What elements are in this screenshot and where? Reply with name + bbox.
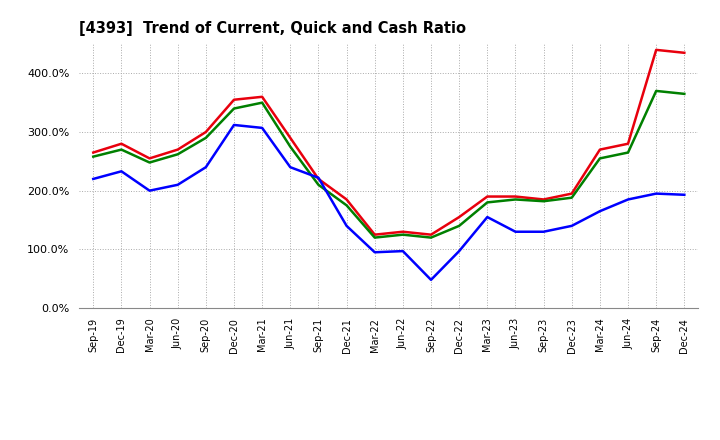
Quick Ratio xyxy=(342,203,351,208)
Quick Ratio xyxy=(202,135,210,140)
Quick Ratio xyxy=(230,106,238,111)
Current Ratio xyxy=(202,129,210,135)
Quick Ratio xyxy=(539,198,548,204)
Current Ratio xyxy=(595,147,604,152)
Current Ratio xyxy=(145,156,154,161)
Cash Ratio xyxy=(370,249,379,255)
Quick Ratio xyxy=(595,156,604,161)
Cash Ratio xyxy=(427,277,436,282)
Cash Ratio xyxy=(230,122,238,128)
Current Ratio xyxy=(680,50,688,55)
Cash Ratio xyxy=(483,214,492,220)
Quick Ratio xyxy=(455,223,464,228)
Text: [4393]  Trend of Current, Quick and Cash Ratio: [4393] Trend of Current, Quick and Cash … xyxy=(79,21,467,36)
Cash Ratio xyxy=(399,249,408,254)
Current Ratio xyxy=(624,141,632,147)
Cash Ratio xyxy=(145,188,154,193)
Cash Ratio xyxy=(89,176,98,182)
Quick Ratio xyxy=(624,150,632,155)
Cash Ratio xyxy=(567,223,576,228)
Cash Ratio xyxy=(680,192,688,198)
Quick Ratio xyxy=(370,235,379,240)
Cash Ratio xyxy=(652,191,660,196)
Cash Ratio xyxy=(624,197,632,202)
Quick Ratio xyxy=(117,147,126,152)
Quick Ratio xyxy=(567,195,576,200)
Current Ratio xyxy=(370,232,379,237)
Quick Ratio xyxy=(286,144,294,149)
Quick Ratio xyxy=(89,154,98,159)
Current Ratio xyxy=(117,141,126,147)
Current Ratio xyxy=(455,214,464,220)
Quick Ratio xyxy=(258,100,266,105)
Quick Ratio xyxy=(511,197,520,202)
Cash Ratio xyxy=(202,165,210,170)
Quick Ratio xyxy=(427,235,436,240)
Quick Ratio xyxy=(399,232,408,237)
Current Ratio xyxy=(652,47,660,52)
Current Ratio xyxy=(399,229,408,235)
Line: Current Ratio: Current Ratio xyxy=(94,50,684,235)
Cash Ratio xyxy=(539,229,548,235)
Cash Ratio xyxy=(314,175,323,180)
Cash Ratio xyxy=(455,249,464,254)
Cash Ratio xyxy=(342,223,351,228)
Cash Ratio xyxy=(511,229,520,235)
Cash Ratio xyxy=(174,182,182,187)
Quick Ratio xyxy=(174,152,182,157)
Quick Ratio xyxy=(145,160,154,165)
Cash Ratio xyxy=(258,125,266,131)
Current Ratio xyxy=(511,194,520,199)
Quick Ratio xyxy=(680,91,688,96)
Current Ratio xyxy=(286,135,294,140)
Current Ratio xyxy=(539,197,548,202)
Quick Ratio xyxy=(314,182,323,187)
Current Ratio xyxy=(342,197,351,202)
Current Ratio xyxy=(89,150,98,155)
Current Ratio xyxy=(314,176,323,182)
Current Ratio xyxy=(567,191,576,196)
Line: Quick Ratio: Quick Ratio xyxy=(94,91,684,238)
Current Ratio xyxy=(174,147,182,152)
Current Ratio xyxy=(258,94,266,99)
Quick Ratio xyxy=(483,200,492,205)
Current Ratio xyxy=(427,232,436,237)
Current Ratio xyxy=(483,194,492,199)
Quick Ratio xyxy=(652,88,660,94)
Current Ratio xyxy=(230,97,238,103)
Cash Ratio xyxy=(286,165,294,170)
Cash Ratio xyxy=(117,169,126,174)
Cash Ratio xyxy=(595,209,604,214)
Line: Cash Ratio: Cash Ratio xyxy=(94,125,684,280)
